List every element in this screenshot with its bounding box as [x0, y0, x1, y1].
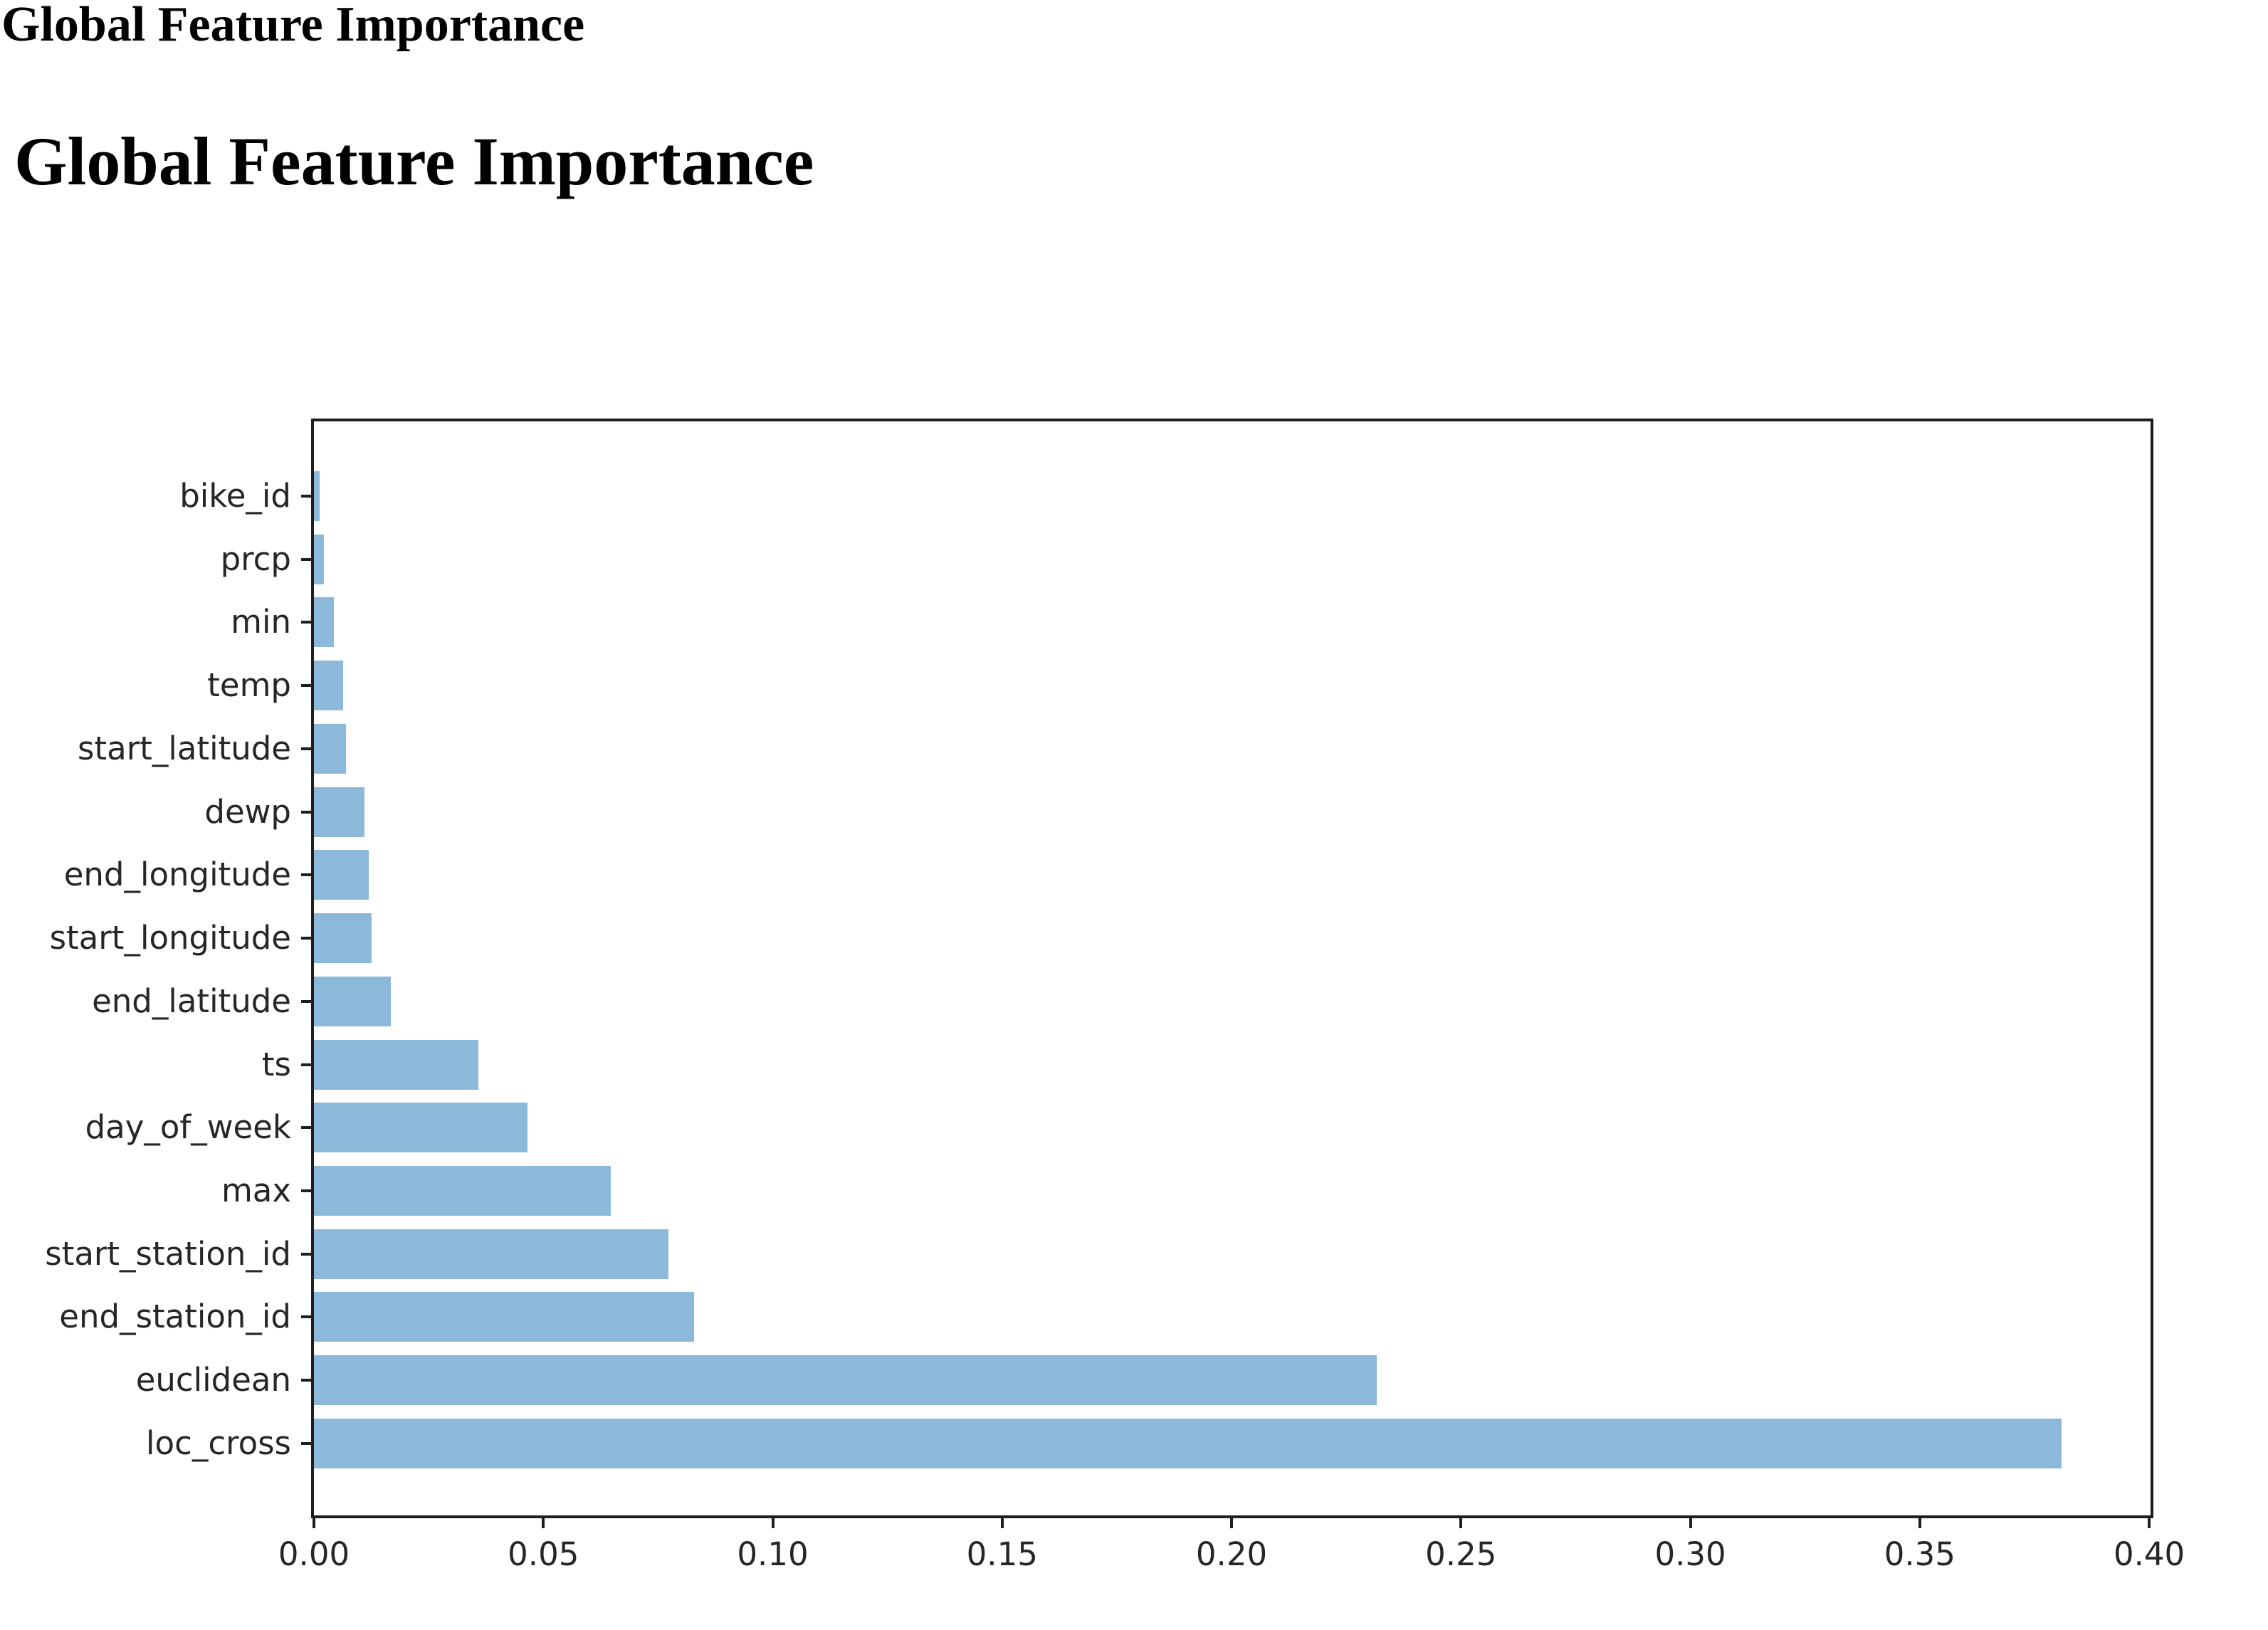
y-tick-label-start_station_id: start_station_id: [45, 1234, 291, 1273]
bar-dewp: [314, 787, 364, 837]
x-tick-label-0.05: 0.05: [508, 1535, 579, 1573]
x-tick-mark: [771, 1518, 775, 1528]
page-title-large: Global Feature Importance: [14, 123, 814, 199]
x-tick-mark: [2148, 1518, 2151, 1528]
x-tick-label-0.00: 0.00: [278, 1535, 350, 1573]
x-tick-mark: [542, 1518, 545, 1528]
bar-start_latitude: [314, 723, 346, 774]
bar-day_of_week: [314, 1103, 527, 1153]
bar-start_station_id: [314, 1229, 668, 1279]
bar-bike_id: [314, 471, 320, 521]
x-tick-label-0.30: 0.30: [1654, 1535, 1726, 1573]
x-tick-mark: [1459, 1518, 1463, 1528]
x-tick-mark: [1000, 1518, 1004, 1528]
y-tick-mark: [301, 495, 311, 498]
y-tick-label-end_latitude: end_latitude: [92, 982, 291, 1020]
y-tick-mark: [301, 621, 311, 624]
x-tick-label-0.40: 0.40: [2113, 1535, 2185, 1573]
y-tick-mark: [301, 873, 311, 877]
y-tick-label-prcp: prcp: [220, 540, 291, 578]
x-tick-mark: [1918, 1518, 1921, 1528]
y-tick-mark: [301, 747, 311, 750]
y-tick-label-loc_cross: loc_cross: [146, 1424, 291, 1462]
y-tick-mark: [301, 937, 311, 940]
x-tick-mark: [1230, 1518, 1234, 1528]
y-tick-label-bike_id: bike_id: [179, 477, 291, 515]
y-tick-mark: [301, 1063, 311, 1066]
y-tick-mark: [301, 1441, 311, 1445]
bar-start_longitude: [314, 913, 372, 964]
bar-prcp: [314, 534, 324, 584]
y-tick-label-max: max: [221, 1172, 291, 1210]
x-tick-mark: [1689, 1518, 1692, 1528]
bar-min: [314, 597, 334, 648]
bar-end_longitude: [314, 850, 369, 900]
x-tick-label-0.25: 0.25: [1425, 1535, 1497, 1573]
y-tick-label-end_station_id: end_station_id: [59, 1298, 291, 1336]
x-tick-label-0.10: 0.10: [737, 1535, 809, 1573]
bar-end_station_id: [314, 1292, 694, 1342]
y-tick-mark: [301, 999, 311, 1003]
bar-end_latitude: [314, 976, 391, 1026]
y-tick-mark: [301, 1379, 311, 1382]
y-tick-mark: [301, 1315, 311, 1319]
x-tick-label-0.35: 0.35: [1884, 1535, 1955, 1573]
y-tick-label-start_longitude: start_longitude: [49, 919, 291, 957]
y-tick-label-dewp: dewp: [204, 792, 291, 831]
y-tick-label-day_of_week: day_of_week: [85, 1108, 291, 1147]
y-tick-mark: [301, 557, 311, 561]
y-tick-mark: [301, 1252, 311, 1256]
y-tick-mark: [301, 1126, 311, 1130]
bar-temp: [314, 661, 343, 711]
y-tick-label-euclidean: euclidean: [135, 1361, 291, 1399]
bar-max: [314, 1166, 611, 1216]
y-tick-label-temp: temp: [207, 666, 291, 705]
y-tick-label-end_longitude: end_longitude: [63, 856, 291, 894]
y-tick-mark: [301, 810, 311, 814]
y-tick-mark: [301, 1189, 311, 1193]
x-tick-mark: [313, 1518, 315, 1528]
bar-loc_cross: [314, 1418, 2062, 1468]
y-tick-label-start_latitude: start_latitude: [78, 729, 291, 767]
bar-euclidean: [314, 1355, 1377, 1406]
bar-ts: [314, 1039, 478, 1090]
y-tick-label-ts: ts: [261, 1045, 291, 1083]
y-tick-mark: [301, 684, 311, 688]
y-tick-label-min: min: [231, 603, 291, 641]
x-tick-label-0.15: 0.15: [966, 1535, 1038, 1573]
x-tick-label-0.20: 0.20: [1195, 1535, 1268, 1573]
page-title-small: Global Feature Importance: [1, 0, 585, 52]
